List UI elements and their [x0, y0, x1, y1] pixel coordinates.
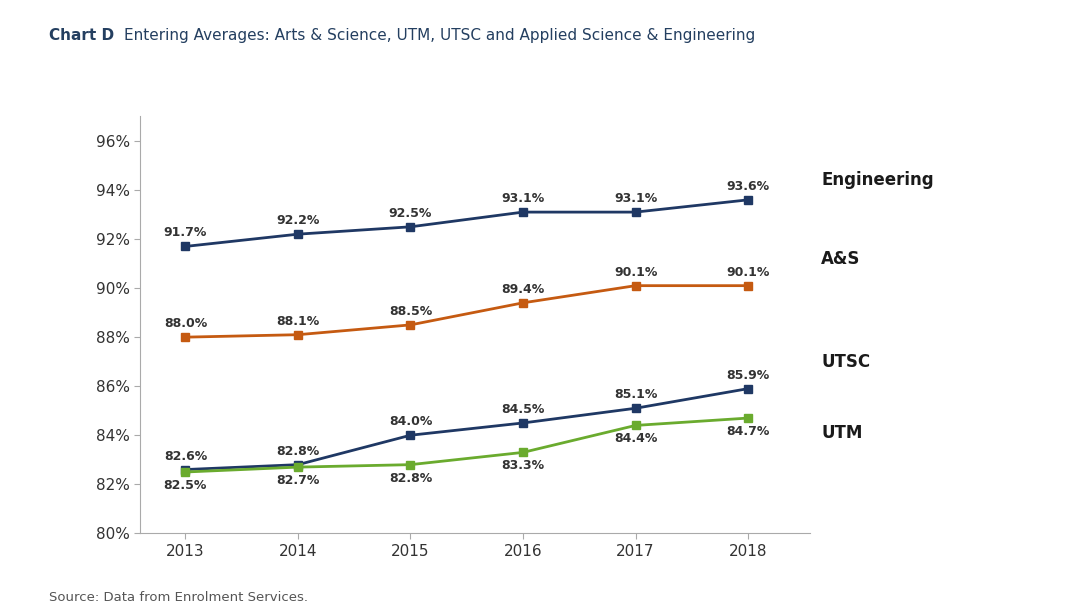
Text: Chart D: Chart D	[49, 28, 113, 42]
Text: 92.2%: 92.2%	[276, 214, 320, 227]
Text: Engineering: Engineering	[821, 171, 934, 189]
Text: UTM: UTM	[821, 424, 863, 442]
Text: 83.3%: 83.3%	[501, 459, 544, 473]
Text: 88.5%: 88.5%	[389, 305, 432, 318]
Text: 82.8%: 82.8%	[389, 471, 432, 485]
Text: UTSC: UTSC	[821, 352, 870, 371]
Text: Source: Data from Enrolment Services.: Source: Data from Enrolment Services.	[49, 591, 308, 604]
Text: 84.0%: 84.0%	[389, 415, 432, 428]
Text: 88.0%: 88.0%	[164, 317, 207, 330]
Text: 82.5%: 82.5%	[164, 479, 207, 492]
Text: 89.4%: 89.4%	[501, 283, 544, 296]
Text: 82.8%: 82.8%	[276, 444, 320, 458]
Text: 82.7%: 82.7%	[276, 474, 320, 487]
Text: 88.1%: 88.1%	[276, 314, 320, 328]
Text: 84.4%: 84.4%	[613, 432, 658, 446]
Text: 93.6%: 93.6%	[727, 180, 770, 193]
Text: 84.5%: 84.5%	[501, 403, 544, 416]
Text: 85.1%: 85.1%	[613, 388, 658, 402]
Text: 84.7%: 84.7%	[727, 425, 770, 438]
Text: 90.1%: 90.1%	[613, 265, 658, 279]
Text: 85.9%: 85.9%	[727, 368, 770, 382]
Text: 93.1%: 93.1%	[501, 192, 544, 205]
Text: 91.7%: 91.7%	[164, 226, 207, 240]
Text: Entering Averages: Arts & Science, UTM, UTSC and Applied Science & Engineering: Entering Averages: Arts & Science, UTM, …	[124, 28, 755, 42]
Text: 90.1%: 90.1%	[727, 265, 770, 279]
Text: 82.6%: 82.6%	[164, 449, 207, 463]
Text: 92.5%: 92.5%	[389, 207, 432, 220]
Text: 93.1%: 93.1%	[613, 192, 658, 205]
Text: A&S: A&S	[821, 249, 861, 268]
